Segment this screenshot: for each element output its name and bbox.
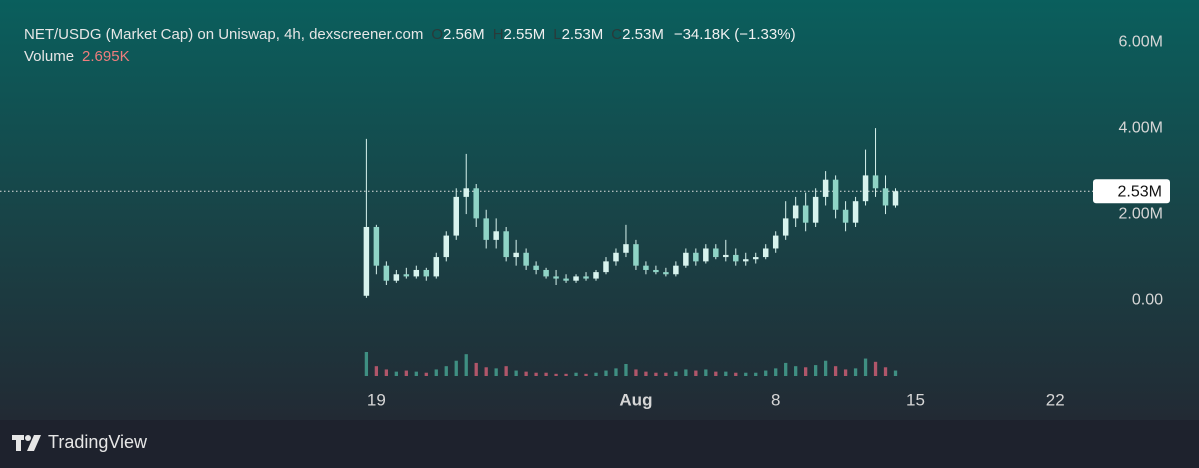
y-tick-label: 4.00M xyxy=(1119,119,1163,136)
candle-body xyxy=(723,254,729,258)
logo-icon xyxy=(12,434,41,451)
candle-body xyxy=(503,231,509,258)
y-axis: 0.00 2.00M 4.00M 6.00M 2.53M xyxy=(1093,33,1170,308)
candle-body xyxy=(513,252,519,258)
candle-body xyxy=(693,252,699,262)
chart-title: NET/USDG (Market Cap) on Uniswap, 4h, de… xyxy=(24,26,424,43)
candle-body xyxy=(713,248,719,258)
candle-body xyxy=(852,201,859,223)
change: −34.18K (−1.33%) xyxy=(673,26,796,43)
candle-body xyxy=(882,188,889,206)
candle-body xyxy=(762,248,769,258)
candle-body xyxy=(543,269,549,277)
candle-body xyxy=(393,274,400,281)
candle-body xyxy=(583,276,589,279)
candle-body xyxy=(593,272,599,279)
candle-body xyxy=(623,244,629,253)
ohlc-value: 2.56M xyxy=(442,26,485,43)
y-tick-label: 2.00M xyxy=(1119,205,1163,222)
candle-body xyxy=(703,248,709,262)
candle-body xyxy=(683,252,689,266)
candle-body xyxy=(533,265,539,270)
candle-body xyxy=(523,252,529,266)
candle-body xyxy=(862,175,869,202)
x-tick-label: 19 xyxy=(367,390,386,409)
ohlc-value: 2.53M xyxy=(622,26,664,43)
volume-label: Volume xyxy=(24,48,75,65)
candle-body xyxy=(453,196,459,236)
candle-body xyxy=(812,196,819,223)
candle-body xyxy=(743,259,749,262)
ohlc-key: L xyxy=(553,26,562,43)
x-tick-label: Aug xyxy=(619,390,652,409)
candle-body xyxy=(673,265,679,275)
candle-body xyxy=(822,179,829,197)
candle-body xyxy=(573,276,579,281)
candle-body xyxy=(423,269,430,277)
candle-body xyxy=(643,265,649,270)
candle-body xyxy=(413,269,420,277)
candle-body xyxy=(363,226,370,296)
x-tick-label: 22 xyxy=(1046,390,1065,409)
volume-row: Volume 2.695K xyxy=(24,46,796,68)
candle-body xyxy=(613,252,619,262)
candle-body xyxy=(373,226,380,266)
candle-body xyxy=(802,205,809,223)
price-label: 2.53M xyxy=(1118,184,1162,201)
candle-body xyxy=(433,257,440,277)
candle-body xyxy=(553,276,559,279)
x-tick-label: 15 xyxy=(906,390,925,409)
candle-body xyxy=(792,205,799,219)
candle-body xyxy=(633,244,639,266)
plot-area: 19Aug8152229 xyxy=(0,128,1093,409)
candle-body xyxy=(463,188,469,197)
candle-body xyxy=(872,175,879,189)
candle-body xyxy=(733,254,739,262)
candle-body xyxy=(493,231,499,240)
candle-body xyxy=(603,261,609,273)
candle-body xyxy=(383,265,390,281)
candle-body xyxy=(782,218,789,236)
candle-body xyxy=(752,257,759,260)
candle-body xyxy=(483,218,489,240)
ohlc-value: 2.53M xyxy=(561,26,604,43)
title-row: NET/USDG (Market Cap) on Uniswap, 4h, de… xyxy=(24,24,796,46)
y-tick-label: 6.00M xyxy=(1119,33,1163,50)
volume-value: 2.695K xyxy=(82,48,130,65)
ohlc-key: C xyxy=(611,26,623,43)
background xyxy=(0,0,1199,420)
price-label-box xyxy=(1093,179,1170,204)
candle-body xyxy=(403,274,410,277)
candle-body xyxy=(653,269,659,273)
candle-body xyxy=(892,191,899,206)
footer: TradingView xyxy=(12,432,147,453)
y-tick-label: 0.00 xyxy=(1132,291,1163,308)
candle-body xyxy=(443,235,450,258)
candle-body xyxy=(842,209,849,223)
ohlc-value: 2.55M xyxy=(503,26,546,43)
candle-body xyxy=(663,272,669,275)
candle-body xyxy=(563,278,569,281)
candle-body xyxy=(832,179,839,210)
x-tick-label: 8 xyxy=(771,390,780,409)
candle-body xyxy=(772,235,779,249)
brand: TradingView xyxy=(48,432,148,452)
legend-header: NET/USDG (Market Cap) on Uniswap, 4h, de… xyxy=(24,24,796,68)
candle-body xyxy=(473,188,479,219)
ohlc-key: H xyxy=(492,26,504,43)
ohlc-key: O xyxy=(431,26,443,43)
